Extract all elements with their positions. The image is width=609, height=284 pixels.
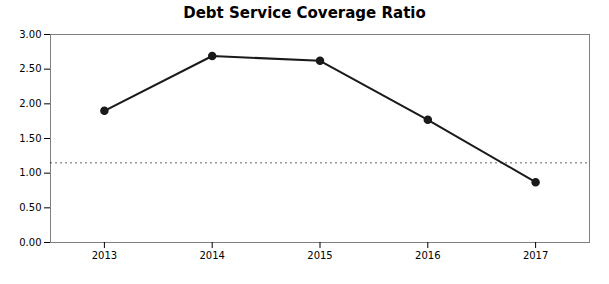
svg-text:2017: 2017 bbox=[523, 250, 548, 261]
html-text:Debt Service Coverage Ratio: Debt Service Coverage Ratio bbox=[183, 4, 426, 22]
svg-text:1.50: 1.50 bbox=[19, 133, 41, 144]
svg-text:3.00: 3.00 bbox=[19, 29, 41, 40]
svg-text:2.00: 2.00 bbox=[19, 98, 41, 109]
svg-text:0.50: 0.50 bbox=[19, 202, 41, 213]
svg-text:1.00: 1.00 bbox=[19, 167, 41, 178]
svg-text:0.00: 0.00 bbox=[19, 237, 41, 248]
svg-text:2.50: 2.50 bbox=[19, 63, 41, 74]
svg-text:2013: 2013 bbox=[92, 250, 117, 261]
svg-text:2016: 2016 bbox=[415, 250, 440, 261]
svg-text:2015: 2015 bbox=[307, 250, 332, 261]
svg-text:2014: 2014 bbox=[199, 250, 224, 261]
